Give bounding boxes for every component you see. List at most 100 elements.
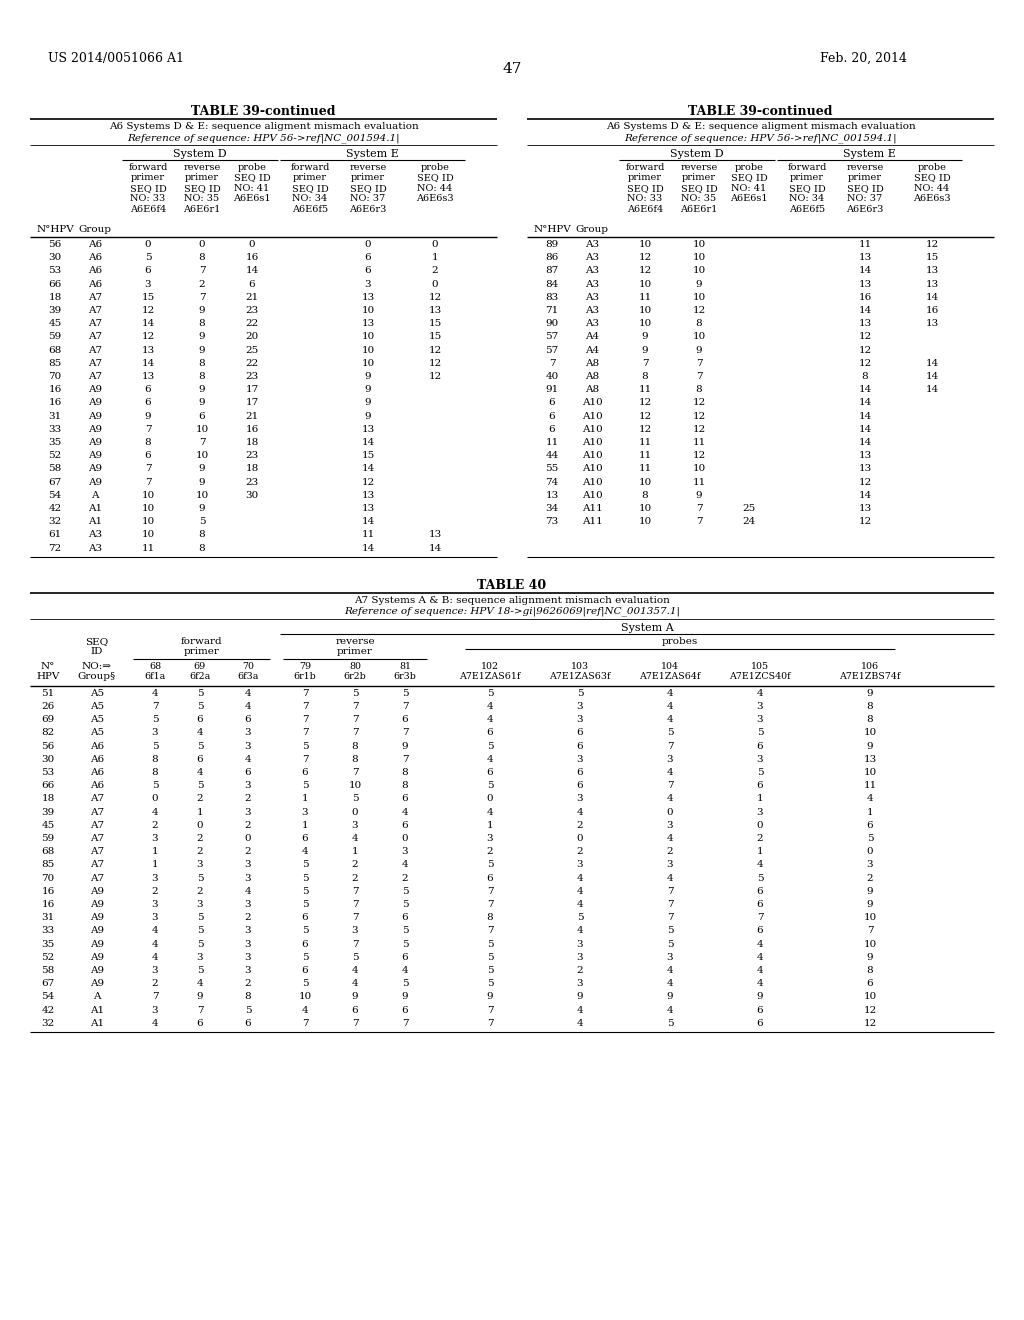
Text: 10: 10 (298, 993, 311, 1002)
Text: 4: 4 (577, 1006, 584, 1015)
Text: 2: 2 (577, 966, 584, 975)
Text: 5: 5 (351, 953, 358, 962)
Text: 56: 56 (48, 240, 61, 249)
Text: 8: 8 (351, 755, 358, 764)
Text: 3: 3 (757, 755, 763, 764)
Text: 10: 10 (196, 451, 209, 461)
Text: 12: 12 (428, 372, 441, 381)
Text: N°HPV: N°HPV (36, 224, 74, 234)
Text: probe
SEQ ID
NO: 41
A6E6s1: probe SEQ ID NO: 41 A6E6s1 (233, 162, 270, 203)
Text: probe
SEQ ID
NO: 44
A6E6s3: probe SEQ ID NO: 44 A6E6s3 (913, 162, 951, 203)
Text: 8: 8 (351, 742, 358, 751)
Text: 5: 5 (197, 874, 204, 883)
Text: 18: 18 (41, 795, 54, 804)
Text: A7: A7 (88, 306, 102, 315)
Text: 82: 82 (41, 729, 54, 738)
Text: 6: 6 (577, 742, 584, 751)
Text: 4: 4 (401, 808, 409, 817)
Text: 12: 12 (692, 412, 706, 421)
Text: 9: 9 (199, 478, 206, 487)
Text: 8: 8 (199, 372, 206, 381)
Text: 7: 7 (695, 517, 702, 527)
Text: 16: 16 (858, 293, 871, 302)
Text: 13: 13 (858, 319, 871, 329)
Text: 18: 18 (246, 438, 259, 447)
Text: 23: 23 (246, 478, 259, 487)
Text: A9: A9 (90, 927, 104, 936)
Text: reverse
primer
SEQ ID
NO: 37
A6E6r3: reverse primer SEQ ID NO: 37 A6E6r3 (349, 162, 387, 214)
Text: 5: 5 (245, 1006, 251, 1015)
Text: 7: 7 (866, 927, 873, 936)
Text: 31: 31 (41, 913, 54, 923)
Text: reverse
primer
SEQ ID
NO: 35
A6E6r1: reverse primer SEQ ID NO: 35 A6E6r1 (680, 162, 718, 214)
Text: 11: 11 (546, 438, 559, 447)
Text: 4: 4 (667, 979, 674, 989)
Text: 0: 0 (245, 834, 251, 843)
Text: 7: 7 (667, 887, 674, 896)
Text: 0: 0 (577, 834, 584, 843)
Text: 1: 1 (486, 821, 494, 830)
Text: 13: 13 (361, 425, 375, 434)
Text: 7: 7 (199, 293, 206, 302)
Text: 80
6r2b: 80 6r2b (344, 661, 367, 681)
Text: 3: 3 (245, 953, 251, 962)
Text: 4: 4 (667, 834, 674, 843)
Text: 7: 7 (197, 1006, 204, 1015)
Text: 10: 10 (141, 531, 155, 540)
Text: 5: 5 (486, 742, 494, 751)
Text: 12: 12 (428, 359, 441, 368)
Text: 61: 61 (48, 531, 61, 540)
Text: TABLE 40: TABLE 40 (477, 578, 547, 591)
Text: A3: A3 (585, 280, 599, 289)
Text: 4: 4 (577, 887, 584, 896)
Text: A10: A10 (582, 399, 602, 408)
Text: 3: 3 (866, 861, 873, 870)
Text: 35: 35 (48, 438, 61, 447)
Text: 6: 6 (351, 1006, 358, 1015)
Text: A3: A3 (585, 319, 599, 329)
Text: System E: System E (843, 149, 896, 158)
Text: forward
primer
SEQ ID
NO: 34
A6E6f5: forward primer SEQ ID NO: 34 A6E6f5 (291, 162, 330, 214)
Text: 5: 5 (302, 927, 308, 936)
Text: 10: 10 (863, 768, 877, 777)
Text: 5: 5 (199, 517, 206, 527)
Text: 2: 2 (197, 887, 204, 896)
Text: 5: 5 (667, 1019, 674, 1028)
Text: 7: 7 (351, 887, 358, 896)
Text: 0: 0 (432, 240, 438, 249)
Text: A10: A10 (582, 438, 602, 447)
Text: 5: 5 (667, 927, 674, 936)
Text: 89: 89 (546, 240, 559, 249)
Text: 12: 12 (863, 1006, 877, 1015)
Text: 6: 6 (199, 412, 206, 421)
Text: 6: 6 (197, 755, 204, 764)
Text: 3: 3 (144, 280, 152, 289)
Text: 7: 7 (401, 702, 409, 711)
Text: 6: 6 (549, 425, 555, 434)
Text: 16: 16 (246, 253, 259, 263)
Text: A7: A7 (88, 319, 102, 329)
Text: 11: 11 (638, 465, 651, 474)
Text: 7: 7 (351, 940, 358, 949)
Text: 40: 40 (546, 372, 559, 381)
Text: 3: 3 (577, 795, 584, 804)
Text: 6: 6 (302, 768, 308, 777)
Text: 67: 67 (48, 478, 61, 487)
Text: 2: 2 (866, 874, 873, 883)
Text: A3: A3 (585, 293, 599, 302)
Text: 6: 6 (144, 385, 152, 395)
Text: 7: 7 (486, 927, 494, 936)
Text: 14: 14 (858, 267, 871, 276)
Text: A3: A3 (585, 253, 599, 263)
Text: 3: 3 (197, 900, 204, 909)
Text: 6: 6 (302, 940, 308, 949)
Text: 3: 3 (667, 821, 674, 830)
Text: 13: 13 (361, 491, 375, 500)
Text: 4: 4 (197, 729, 204, 738)
Text: A6: A6 (90, 781, 104, 791)
Text: 2: 2 (197, 834, 204, 843)
Text: A4: A4 (585, 346, 599, 355)
Text: A7 Systems A & B: sequence alignment mismach evaluation: A7 Systems A & B: sequence alignment mis… (354, 595, 670, 605)
Text: 42: 42 (41, 1006, 54, 1015)
Text: 0: 0 (144, 240, 152, 249)
